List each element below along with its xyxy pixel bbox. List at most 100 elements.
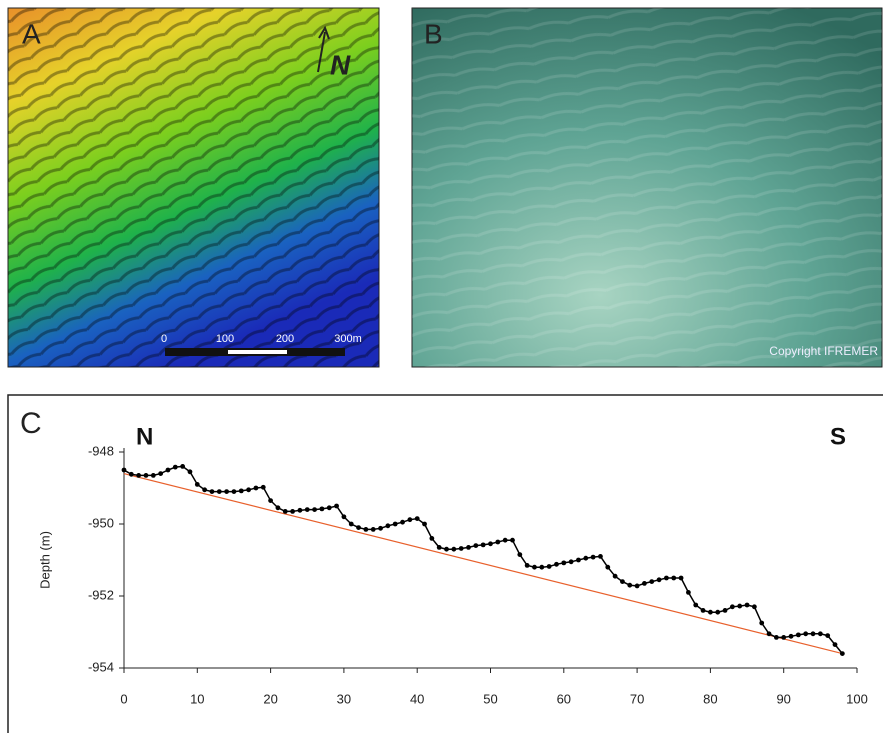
point [810,631,816,637]
point [356,525,361,530]
north-arrowhead [318,25,330,40]
point [620,579,625,584]
point [429,536,435,541]
point [795,632,801,638]
profile-line [123,465,843,655]
point [671,575,677,581]
point [605,564,611,570]
point [825,633,831,638]
point [554,561,559,567]
panel-b: B Copyright IFREMER [411,7,883,368]
point [524,563,530,568]
y-tick-label: -950 [88,515,114,530]
x-tick-label: 10 [190,691,204,706]
scale-label: 200 [276,333,294,345]
point [517,552,523,557]
point [143,473,149,478]
point [312,507,317,512]
point [238,488,244,494]
point [759,620,765,626]
panel-c: C N S Depth (m) -948 -950 -952 -954 0 10 20 30 4… [7,394,883,733]
point [751,604,757,610]
point [231,489,237,494]
scale-bar-segment [228,350,287,354]
point [304,507,310,512]
point [319,506,325,512]
point [737,603,743,609]
y-axis-label: Depth (m) [37,531,52,589]
point [436,545,442,550]
point [407,517,413,523]
point [290,509,295,514]
point [634,583,640,589]
x-tick-label: 90 [776,691,790,706]
point [678,575,684,581]
y-tick-label: -954 [88,659,114,674]
point [656,577,662,583]
scale-label: 300m [334,333,362,345]
annotation: S [830,423,846,450]
point [341,514,347,520]
point [495,539,501,545]
point [715,609,721,615]
point [458,546,464,551]
annotation: N [136,423,153,450]
point [216,489,222,494]
point [708,609,713,615]
point [150,473,156,478]
point [444,546,449,552]
north-arrow [317,31,326,73]
point [370,527,376,532]
x-tick-label: 40 [410,691,424,706]
point [422,521,427,527]
point [385,523,391,529]
point [546,564,552,569]
point [664,575,669,581]
point [187,469,193,475]
point [510,537,515,543]
point [590,554,596,560]
point [817,631,823,637]
point [568,559,574,565]
point [209,489,215,494]
point [297,507,303,513]
panel-label: A [22,18,41,49]
point [363,527,369,532]
panel-label: C [20,407,42,440]
point [451,546,457,552]
point [693,602,699,608]
point [282,509,288,514]
point [194,482,200,487]
ripple-texture [8,8,379,367]
point [180,464,186,469]
point [334,503,339,509]
point [744,602,750,608]
point [781,635,787,640]
point [700,608,706,613]
point [414,516,420,521]
point [158,471,164,476]
x-tick-label: 100 [846,691,868,706]
point [649,579,655,584]
point [224,489,230,494]
point [839,651,845,656]
point [729,604,735,610]
point [686,590,691,595]
y-tick-label: -952 [88,587,114,602]
x-tick-label: 20 [263,691,277,706]
point [268,498,273,503]
point [165,467,171,473]
point [128,471,134,477]
panel-label: B [424,18,443,49]
point [502,537,508,543]
point [378,525,383,531]
point [260,484,266,490]
x-tick-label: 30 [337,691,351,706]
point [480,542,486,548]
x-tick-label: 0 [120,691,127,706]
x-tick-label: 50 [483,691,497,706]
profile-line [123,473,843,655]
point [400,519,405,525]
point [642,581,647,586]
north-label: N [330,49,351,80]
